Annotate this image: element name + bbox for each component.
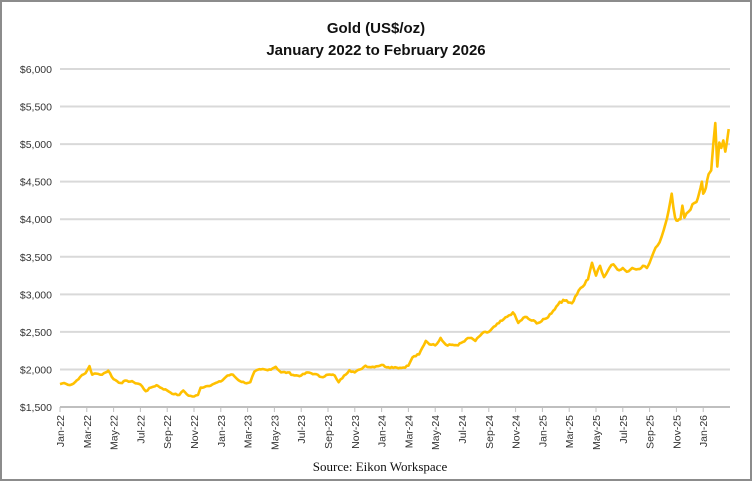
chart-subtitle: January 2022 to February 2026 (266, 42, 485, 59)
gridlines (60, 68, 730, 408)
x-tick-label: May-25 (591, 415, 603, 450)
x-tick-label: May-22 (109, 415, 121, 450)
source-note: Source: Eikon Workspace (313, 459, 448, 474)
y-tick-label: $2,000 (20, 364, 52, 376)
x-tick-label: Nov-23 (350, 415, 362, 449)
y-tick-label: $5,000 (20, 139, 52, 151)
x-tick-label: Nov-24 (511, 415, 523, 449)
y-tick-label: $4,000 (20, 214, 52, 226)
y-tick-label: $3,500 (20, 252, 52, 264)
x-tick-label: Jan-25 (537, 415, 549, 447)
x-tick-label: Sep-23 (323, 415, 335, 449)
x-tick-label: Nov-22 (189, 415, 201, 449)
x-tick-label: Jan-23 (216, 415, 228, 447)
x-tick-label: Jul-23 (296, 415, 308, 444)
y-tick-label: $5,500 (20, 102, 52, 114)
x-tick-label: Mar-25 (564, 415, 576, 448)
x-tick-label: Mar-23 (243, 415, 255, 448)
y-tick-label: $2,500 (20, 327, 52, 339)
x-tick-label: Jul-24 (457, 415, 469, 444)
y-tick-label: $3,000 (20, 289, 52, 301)
x-axis-ticks: Jan-22 Mar-22 May-22 Jul-22 Sep-22 Nov-22 Jan-… (55, 407, 710, 450)
y-tick-label: $4,500 (20, 177, 52, 189)
x-tick-label: Nov-25 (671, 415, 683, 449)
chart-title: Gold (US$/oz) (327, 20, 425, 37)
x-tick-label: May-23 (269, 415, 281, 450)
series-line-gold (59, 121, 730, 398)
x-tick-label: Sep-24 (484, 415, 496, 449)
x-tick-label: Sep-25 (645, 415, 657, 449)
x-tick-label: Jan-22 (55, 415, 67, 447)
x-tick-label: Jan-24 (377, 415, 389, 447)
x-tick-label: May-24 (430, 415, 442, 450)
x-tick-label: Mar-24 (403, 415, 415, 448)
y-tick-label: $6,000 (20, 64, 52, 76)
y-axis-ticks: $1,500 $2,000 $2,500 $3,000 $3,500 $4,000 $4,5… (20, 64, 52, 414)
x-tick-label: Jan-26 (698, 415, 710, 447)
series-layer (59, 121, 730, 398)
x-tick-label: Jul-22 (135, 415, 147, 444)
x-tick-label: Jul-25 (618, 415, 630, 444)
x-tick-label: Sep-22 (162, 415, 174, 449)
x-tick-label: Mar-22 (82, 415, 94, 448)
y-tick-label: $1,500 (20, 402, 52, 414)
